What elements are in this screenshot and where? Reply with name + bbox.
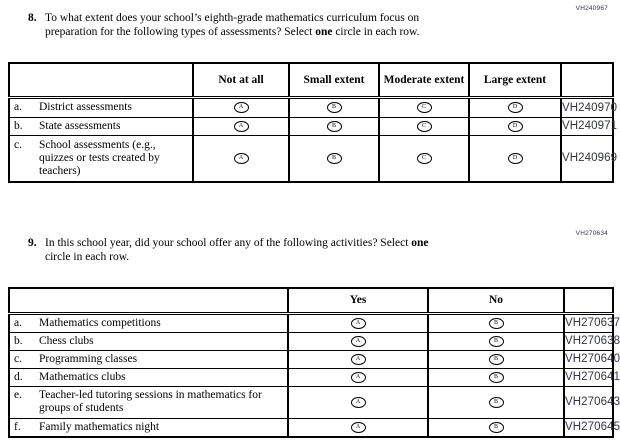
- q8c-bubble-large-extent[interactable]: D: [507, 153, 523, 165]
- q8-code-col-header: [560, 62, 614, 99]
- q8-line2-pre: preparation for the following types of a…: [45, 25, 316, 38]
- q9-row-mathematics-competitions: a. Mathematics competitions A B VH270637: [8, 312, 620, 333]
- q9-code-col-header: [563, 287, 614, 315]
- q9d-bubble-no[interactable]: B: [488, 371, 504, 383]
- q8-row-district-assessments: a. District assessments A B C D VH240970: [8, 96, 617, 118]
- q8-row-b-label-cell: b. State assessments: [8, 116, 194, 136]
- q8a-bubble-not-at-all[interactable]: A: [233, 102, 249, 114]
- row-letter: e.: [14, 389, 22, 401]
- q9-text-line2: circle in each row.: [45, 250, 130, 263]
- q8-col-large-extent: Large extent: [468, 62, 562, 99]
- q9-line1-pre: In this school year, did your school off…: [45, 237, 412, 249]
- q9a-bubble-yes[interactable]: A: [350, 317, 366, 329]
- q8a-bubble-small-extent[interactable]: B: [326, 102, 342, 114]
- q8-row-school-assessments: c. School assessments (e.g., quizzes or t…: [8, 134, 617, 183]
- row-label: State assessments: [39, 119, 121, 132]
- q8-col-small-extent: Small extent: [288, 62, 380, 99]
- row-label: Teacher-led tutoring sessions in mathema…: [39, 389, 262, 414]
- q9-row-c-code: VH270640: [563, 349, 620, 369]
- row-label: Chess clubs: [39, 334, 94, 347]
- row-label: Mathematics clubs: [39, 370, 126, 383]
- row-letter: f.: [14, 420, 21, 433]
- q9-row-programming-classes: c. Programming classes A B VH270640: [8, 349, 620, 369]
- q9e-bubble-yes[interactable]: A: [350, 396, 366, 408]
- q9-row-mathematics-clubs: d. Mathematics clubs A B VH270641: [8, 367, 620, 387]
- q8c-bubble-small-extent[interactable]: B: [326, 153, 342, 165]
- q9-form-code: VH270634: [575, 230, 608, 237]
- q9e-bubble-no[interactable]: B: [488, 396, 504, 408]
- q9-row-teacher-led-tutoring: e. Teacher-led tutoring sessions in mathe…: [8, 385, 620, 419]
- q8-text: To what extent does your school’s eighth…: [45, 12, 420, 39]
- q9-row-family-mathematics-night: f. Family mathematics night A B VH270645: [8, 417, 620, 437]
- q8-row-a-code: VH240970: [560, 96, 617, 118]
- q8-corner-cell: [8, 62, 194, 99]
- q9-line1-bold: one: [411, 237, 429, 249]
- q8-row-b-code: VH240971: [560, 116, 617, 136]
- q8-row-state-assessments: b. State assessments A B C D VH240971: [8, 116, 617, 136]
- q9-number: 9.: [28, 237, 37, 249]
- q9-row-d-code: VH270641: [563, 367, 620, 387]
- q9f-bubble-yes[interactable]: A: [350, 421, 366, 433]
- q8-col-moderate-extent: Moderate extent: [378, 62, 470, 99]
- q9c-bubble-yes[interactable]: A: [350, 353, 366, 365]
- q8b-bubble-moderate-extent[interactable]: C: [416, 120, 432, 132]
- row-label: School assessments (e.g., quizzes or tes…: [39, 138, 160, 177]
- q8-form-code: VH240967: [575, 5, 608, 12]
- q8b-bubble-not-at-all[interactable]: A: [233, 120, 249, 132]
- q8a-bubble-moderate-extent[interactable]: C: [416, 102, 432, 114]
- q8b-bubble-small-extent[interactable]: B: [326, 120, 342, 132]
- q9c-bubble-no[interactable]: B: [488, 353, 504, 365]
- question-9: 9. In this school year, did your school …: [28, 237, 573, 264]
- q8a-bubble-large-extent[interactable]: D: [507, 102, 523, 114]
- q9a-bubble-no[interactable]: B: [488, 317, 504, 329]
- question-8: 8. To what extent does your school’s eig…: [28, 12, 573, 39]
- q9-row-a-code: VH270637: [563, 312, 620, 333]
- q9-row-chess-clubs: b. Chess clubs A B VH270638: [8, 331, 620, 351]
- row-letter: c.: [14, 138, 22, 151]
- q8-row-a-label-cell: a. District assessments: [8, 96, 194, 118]
- q8-row-c-code: VH240969: [560, 134, 617, 183]
- q9-header-row: Yes No: [8, 287, 614, 315]
- row-letter: d.: [14, 370, 23, 383]
- q9-text: In this school year, did your school off…: [45, 237, 429, 264]
- q9-col-yes: Yes: [287, 287, 429, 315]
- q8-col-not-at-all: Not at all: [192, 62, 290, 99]
- row-letter: b.: [14, 119, 23, 132]
- q9b-bubble-yes[interactable]: A: [350, 335, 366, 347]
- q8-row-c-label-cell: c. School assessments (e.g., quizzes or t…: [8, 134, 194, 183]
- q8-answer-table: Not at all Small extent Moderate extent …: [8, 62, 617, 183]
- row-letter: b.: [14, 334, 23, 347]
- q9-corner-cell: [8, 287, 289, 315]
- q8-text-line2: preparation for the following types of a…: [45, 26, 420, 40]
- q8-number: 8.: [28, 12, 37, 24]
- q8-header-row: Not at all Small extent Moderate extent …: [8, 62, 614, 99]
- q9d-bubble-yes[interactable]: A: [350, 371, 366, 383]
- row-letter: c.: [14, 352, 22, 365]
- row-label: Mathematics competitions: [39, 316, 161, 329]
- q8-line2-post: circle in each row.: [332, 25, 420, 38]
- row-label: Family mathematics night: [39, 420, 160, 433]
- q8-line2-bold: one: [315, 25, 333, 38]
- row-letter: a.: [14, 101, 22, 113]
- q8b-bubble-large-extent[interactable]: D: [507, 120, 523, 132]
- q9-text-line1: In this school year, did your school off…: [45, 237, 429, 251]
- q9-row-e-code: VH270643: [563, 385, 620, 419]
- row-letter: a.: [14, 316, 22, 329]
- row-label: Programming classes: [39, 352, 138, 365]
- q9f-bubble-no[interactable]: B: [488, 421, 504, 433]
- q8-text-line1: To what extent does your school’s eighth…: [45, 12, 420, 24]
- q9-answer-table: Yes No a. Mathematics competitions A B VH…: [8, 287, 620, 438]
- q8c-bubble-moderate-extent[interactable]: C: [416, 153, 432, 165]
- q9-col-no: No: [427, 287, 565, 315]
- row-label: District assessments: [39, 101, 132, 113]
- q9b-bubble-no[interactable]: B: [488, 335, 504, 347]
- q9-row-f-code: VH270645: [563, 417, 620, 437]
- q8c-bubble-not-at-all[interactable]: A: [233, 153, 249, 165]
- q9-row-b-code: VH270638: [563, 331, 620, 351]
